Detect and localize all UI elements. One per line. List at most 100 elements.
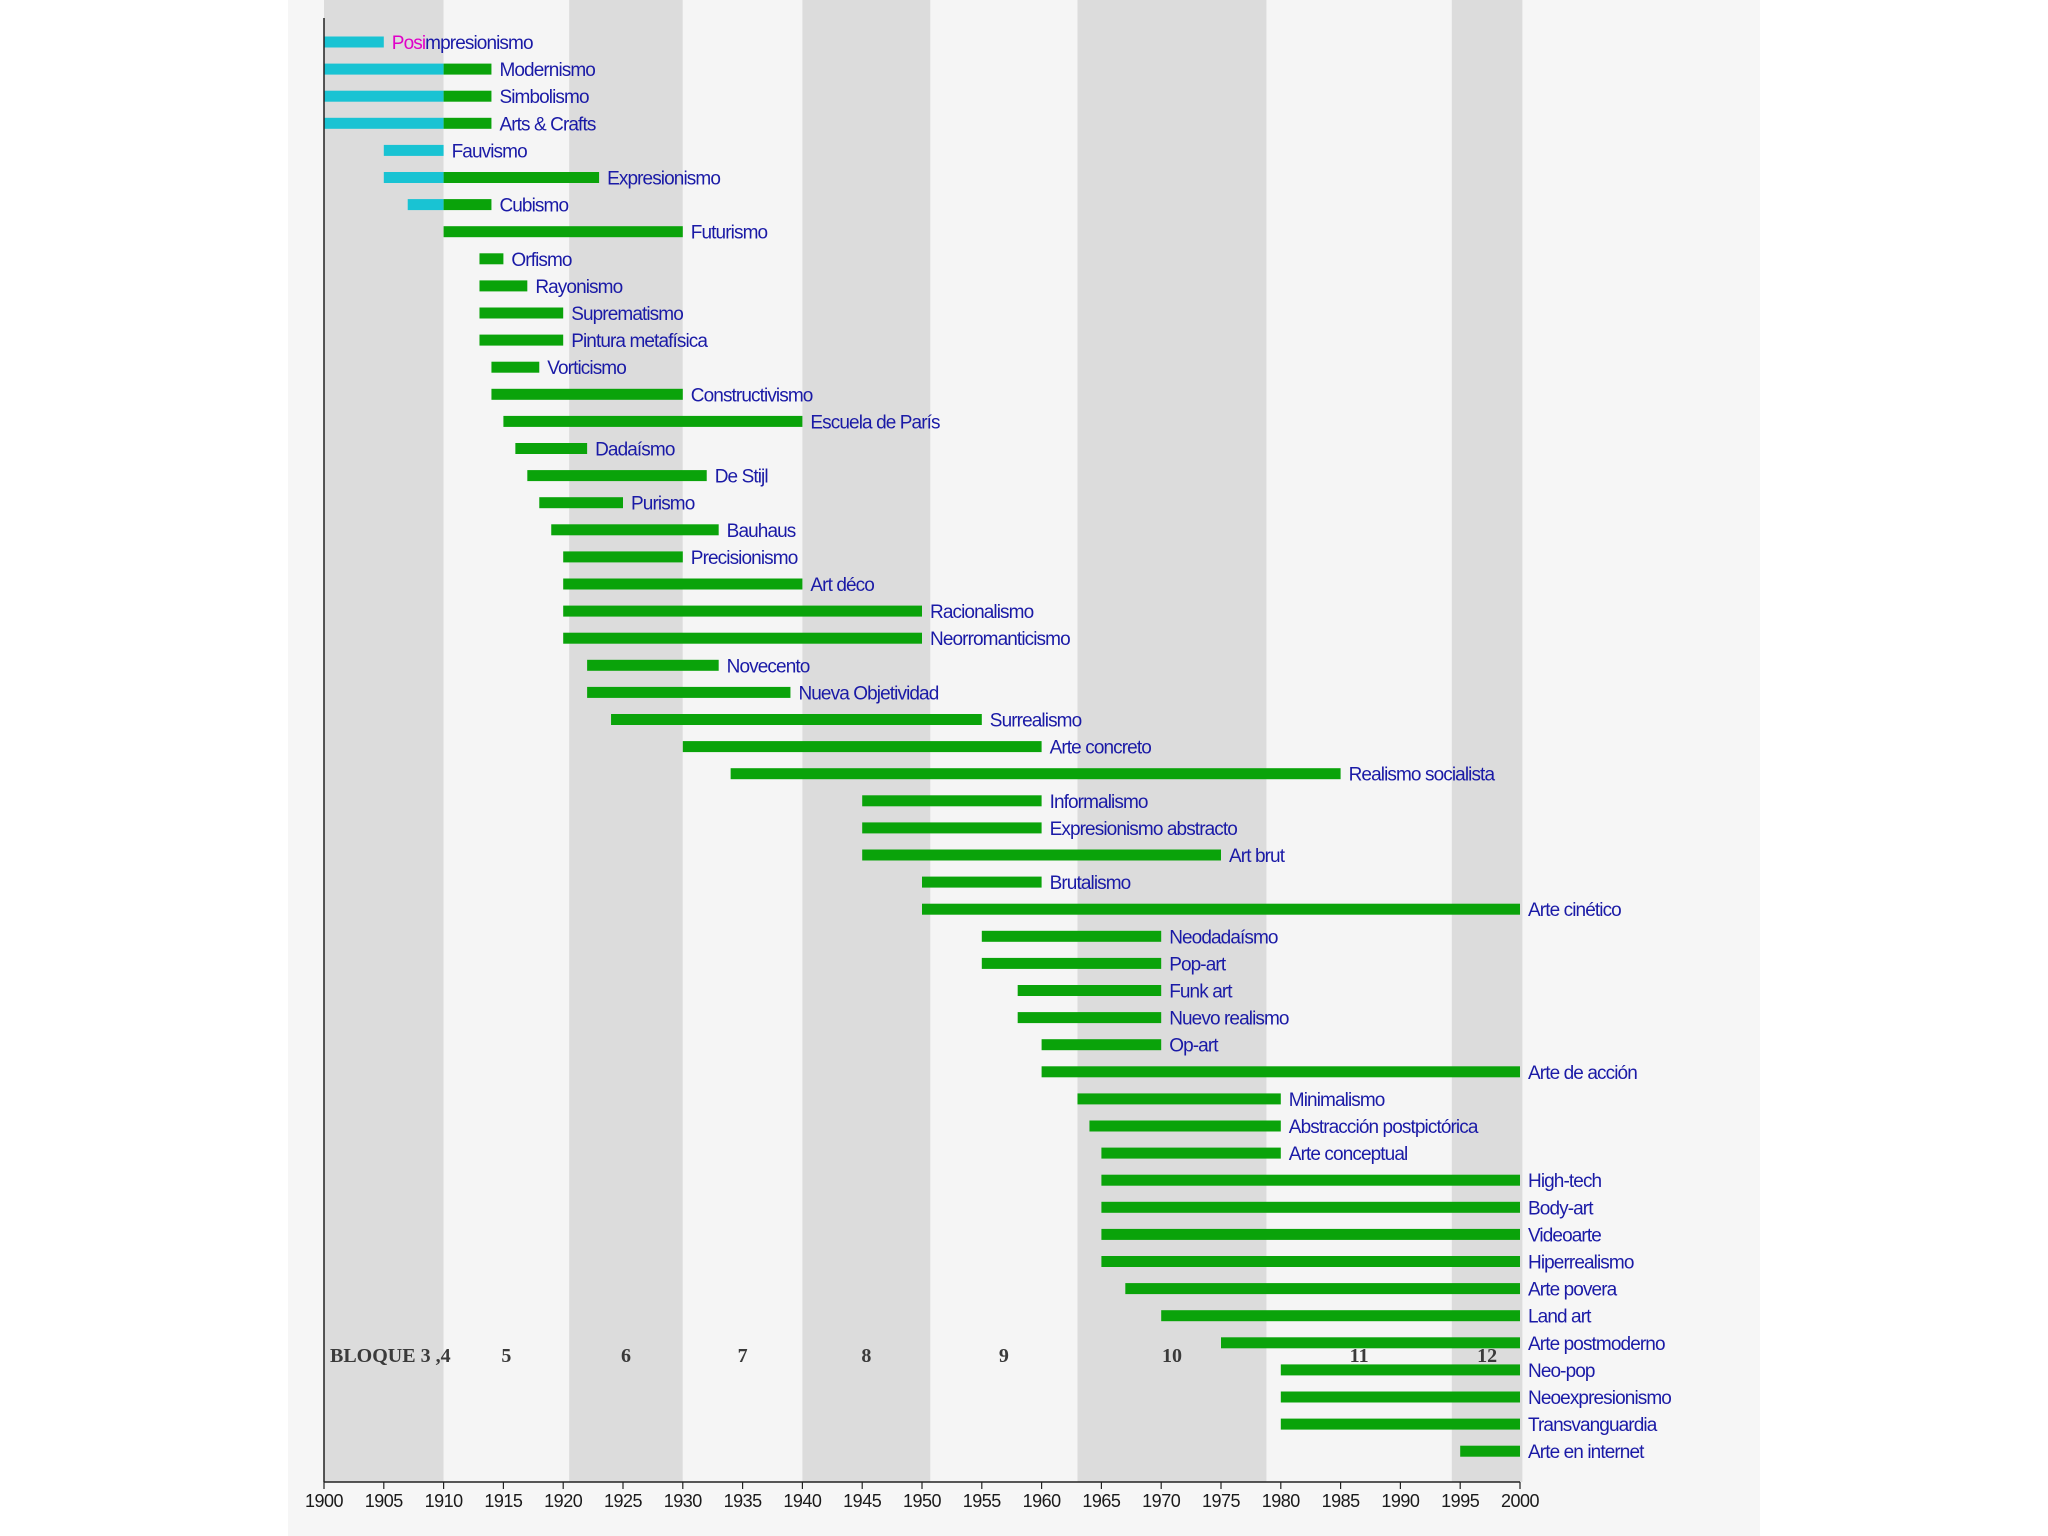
movement-label-39: Minimalismo xyxy=(1289,1090,1385,1111)
bar-11 xyxy=(479,334,564,346)
bar-41 xyxy=(1101,1147,1281,1159)
x-tick-label-8: 1940 xyxy=(783,1491,822,1511)
bar-12 xyxy=(491,361,540,373)
movement-label-47: Land art xyxy=(1528,1307,1592,1328)
movement-label-38: Arte de acción xyxy=(1528,1063,1637,1084)
movement-label-2: Simbolismo xyxy=(499,87,589,108)
movement-label-33: Neodadaísmo xyxy=(1169,927,1278,948)
x-tick-label-16: 1980 xyxy=(1262,1491,1301,1511)
x-tick-label-7: 1935 xyxy=(724,1491,763,1511)
movement-label-51: Transvanguardia xyxy=(1528,1415,1658,1436)
movement-label-36: Nuevo realismo xyxy=(1169,1009,1289,1030)
x-tick-label-13: 1965 xyxy=(1082,1491,1121,1511)
movement-label-8: Orfismo xyxy=(511,250,572,271)
bloque-band-3 xyxy=(682,0,803,1482)
movement-label-25: Surrealismo xyxy=(990,711,1082,732)
movement-labels: Posimpresionismo Modernismo Simbolismo Arts… xyxy=(392,33,1672,1463)
bar-3 xyxy=(443,117,492,129)
bloque-label-8: 12 xyxy=(1477,1345,1497,1367)
bloque-label-3: 7 xyxy=(738,1345,748,1367)
movement-label-highlight: Posi xyxy=(392,33,425,54)
movement-label-31: Brutalismo xyxy=(1050,873,1131,894)
bar-45 xyxy=(1101,1256,1520,1267)
bar-28 xyxy=(862,795,1042,807)
bar-25 xyxy=(611,714,982,725)
movement-label-20: Art déco xyxy=(810,575,874,596)
bar-26 xyxy=(682,741,1042,753)
bar-13 xyxy=(491,388,683,400)
x-axis: 1900 1905 1910 1915 1920 1925 1930 1935 1940 1945… xyxy=(305,18,1540,1511)
movement-label-24: Nueva Objetividad xyxy=(798,683,938,704)
bloque-label-4: 8 xyxy=(861,1345,871,1367)
x-tick-label-19: 1995 xyxy=(1441,1491,1480,1511)
bar-43 xyxy=(1101,1201,1520,1213)
bar-35 xyxy=(1017,985,1162,996)
movement-label-1: Modernismo xyxy=(499,60,595,81)
bloque-band-2 xyxy=(569,0,683,1482)
x-tick-label-0: 1900 xyxy=(305,1491,344,1511)
bar-17 xyxy=(539,497,623,509)
x-tick-label-5: 1925 xyxy=(604,1491,643,1511)
bar-23 xyxy=(587,659,719,671)
movement-label-32: Arte cinético xyxy=(1528,900,1621,921)
x-tick-label-9: 1945 xyxy=(843,1491,882,1511)
movement-label-27: Realismo socialista xyxy=(1349,765,1496,786)
bar-pre1910-4 xyxy=(383,144,444,156)
bar-18 xyxy=(551,524,719,536)
movement-label-48: Arte postmoderno xyxy=(1528,1334,1665,1355)
x-tick-label-18: 1990 xyxy=(1381,1491,1420,1511)
x-tick-label-6: 1930 xyxy=(664,1491,703,1511)
x-tick-label-4: 1920 xyxy=(544,1491,583,1511)
bloque-label-0: BLOQUE 3 ,4 xyxy=(330,1345,451,1367)
bar-33 xyxy=(981,930,1162,942)
bloque-label-1: 5 xyxy=(501,1345,511,1367)
bar-34 xyxy=(981,957,1162,969)
movement-label-7: Futurismo xyxy=(691,223,768,244)
bar-42 xyxy=(1101,1174,1520,1186)
bar-2 xyxy=(443,90,492,102)
bar-10 xyxy=(479,307,564,319)
bar-46 xyxy=(1125,1283,1520,1295)
bar-8 xyxy=(479,253,504,265)
x-tick-label-17: 1985 xyxy=(1322,1491,1361,1511)
x-tick-label-1: 1905 xyxy=(365,1491,404,1511)
movement-label-9: Rayonismo xyxy=(535,277,622,298)
bloque-labels: BLOQUE 3 ,4 5 6 7 8 9 10 11 12 xyxy=(330,1345,1497,1367)
bar-7 xyxy=(443,226,683,238)
movement-label-15: Dadaísmo xyxy=(595,440,675,461)
movement-label-42: High-tech xyxy=(1528,1171,1602,1192)
movement-label-40: Abstracción postpictórica xyxy=(1289,1117,1479,1138)
x-tick-label-15: 1975 xyxy=(1202,1491,1241,1511)
movement-label-35: Funk art xyxy=(1169,982,1233,1003)
movement-label-43: Body-art xyxy=(1528,1198,1594,1219)
bar-31 xyxy=(922,876,1042,888)
movement-label-41: Arte conceptual xyxy=(1289,1144,1408,1165)
movement-label-50: Neoexpresionismo xyxy=(1528,1388,1671,1409)
movement-label-29: Expresionismo abstracto xyxy=(1050,819,1238,840)
bloque-label-5: 9 xyxy=(999,1345,1009,1367)
movement-label-28: Informalismo xyxy=(1050,792,1148,813)
movement-label-37: Op-art xyxy=(1169,1036,1219,1057)
bar-6 xyxy=(443,199,492,211)
bar-pre1910-6 xyxy=(407,199,444,211)
x-tick-label-14: 1970 xyxy=(1142,1491,1181,1511)
bar-32 xyxy=(922,903,1520,915)
movement-label-18: Bauhaus xyxy=(727,521,796,542)
movement-label-49: Neo-pop xyxy=(1528,1361,1595,1382)
bar-21 xyxy=(563,605,922,617)
bar-47 xyxy=(1161,1310,1520,1322)
bloque-band-0 xyxy=(324,0,444,1482)
bar-14 xyxy=(503,415,803,427)
movement-label-12: Vorticismo xyxy=(547,358,626,379)
movement-bars xyxy=(324,36,1520,1457)
bar-30 xyxy=(862,849,1221,861)
bar-27 xyxy=(730,768,1341,780)
movement-label-23: Novecento xyxy=(727,656,810,677)
bloque-band-4 xyxy=(802,0,931,1482)
bloque-label-7: 11 xyxy=(1350,1345,1369,1367)
bar-49 xyxy=(1280,1364,1520,1376)
movement-label-5: Expresionismo xyxy=(607,169,720,190)
movement-label-rest: mpresionismo xyxy=(425,33,533,54)
movement-label-6: Cubismo xyxy=(499,196,568,217)
bar-48 xyxy=(1221,1337,1520,1349)
